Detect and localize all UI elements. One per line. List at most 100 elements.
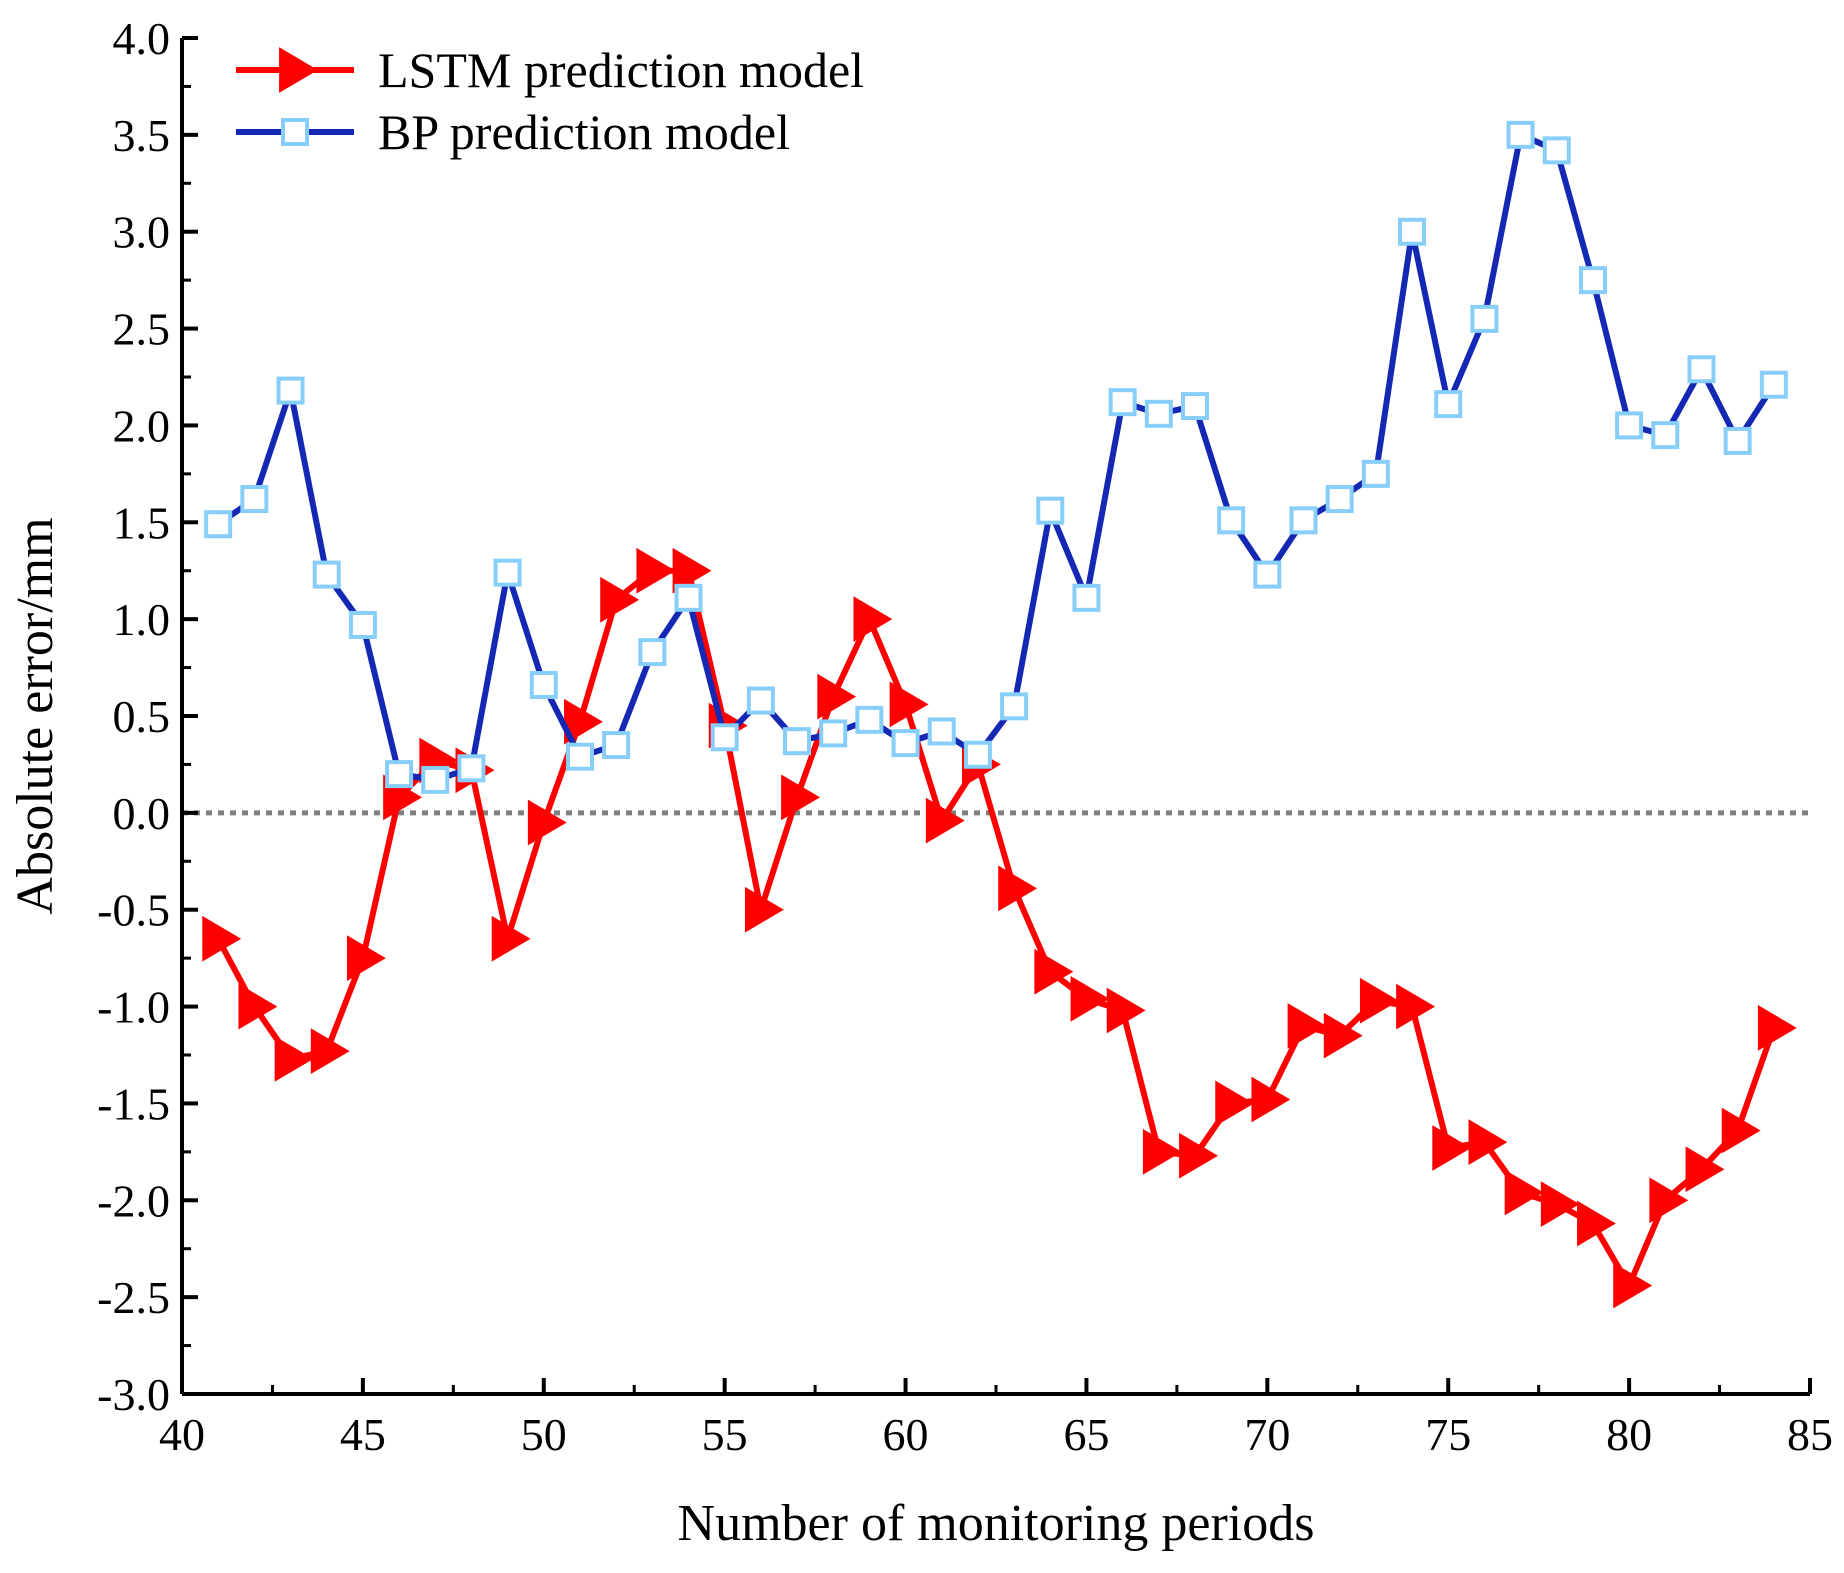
- data-point: [312, 560, 341, 589]
- data-point: [998, 865, 1038, 912]
- x-tick-label: 40: [159, 1409, 205, 1460]
- data-point: [346, 935, 386, 982]
- data-point: [1723, 426, 1752, 455]
- legend-entry: BP prediction model: [236, 104, 790, 160]
- data-point: [783, 727, 812, 756]
- axes: -3.0 -2.5 -2.0 -1.5 -1.0 -0.5 0.0 0.5 1.0 1.5 2.0 2…: [97, 13, 1833, 1460]
- x-tick-label: 60: [883, 1409, 929, 1460]
- data-point: [1651, 421, 1680, 450]
- y-tick-label: 2.5: [113, 304, 171, 355]
- legend-label: LSTM prediction model: [378, 42, 864, 98]
- series-layer: [202, 120, 1797, 1309]
- legend-marker: [281, 118, 309, 146]
- data-point: [963, 740, 992, 769]
- data-point: [1759, 370, 1788, 399]
- y-tick-label: -1.5: [97, 1078, 170, 1129]
- data-point: [1144, 399, 1173, 428]
- data-point: [1072, 583, 1101, 612]
- data-point: [1396, 983, 1436, 1030]
- data-point: [565, 742, 594, 771]
- y-tick-label: -0.5: [97, 885, 170, 936]
- data-point: [1361, 459, 1390, 488]
- data-point: [1685, 1146, 1725, 1193]
- x-tick-label: 65: [1063, 1409, 1109, 1460]
- y-tick-label: 3.0: [113, 207, 171, 258]
- data-point: [746, 686, 775, 715]
- data-point: [348, 610, 377, 639]
- data-point: [457, 754, 486, 783]
- data-point: [1506, 120, 1535, 149]
- data-point: [1542, 136, 1571, 165]
- data-point: [529, 671, 558, 700]
- data-point: [1106, 987, 1146, 1034]
- y-tick-label: 4.0: [113, 13, 171, 64]
- data-point: [817, 673, 857, 720]
- data-point: [1217, 506, 1246, 535]
- series-line: [215, 567, 1777, 1289]
- data-point: [1721, 1107, 1761, 1154]
- data-point: [1215, 1080, 1255, 1127]
- y-tick-label: 1.5: [113, 497, 171, 548]
- x-tick-label: 45: [340, 1409, 386, 1460]
- data-point: [1323, 1012, 1363, 1059]
- data-point: [674, 583, 703, 612]
- data-point: [202, 915, 242, 962]
- data-point: [891, 729, 920, 758]
- data-point: [1540, 1181, 1580, 1228]
- data-point: [493, 558, 522, 587]
- data-point: [1613, 1262, 1653, 1309]
- data-point: [1287, 1003, 1327, 1049]
- data-point: [1398, 217, 1427, 246]
- data-point: [889, 681, 929, 728]
- y-tick-label: 3.5: [113, 110, 171, 161]
- data-point: [927, 717, 956, 746]
- x-tick-label: 50: [521, 1409, 567, 1460]
- x-tick-label: 85: [1787, 1409, 1833, 1460]
- data-point: [1434, 390, 1463, 419]
- y-tick-label: -3.0: [97, 1369, 170, 1420]
- data-point: [240, 485, 269, 514]
- data-point: [1179, 1132, 1218, 1179]
- data-point: [1468, 1119, 1508, 1166]
- y-tick-label: 2.0: [113, 400, 171, 451]
- data-point: [1359, 977, 1399, 1024]
- y-tick-label: -2.0: [97, 1175, 170, 1226]
- data-point: [744, 886, 784, 933]
- data-point: [1757, 1005, 1797, 1051]
- data-point: [672, 547, 712, 594]
- data-point: [781, 774, 821, 821]
- y-tick-label: -1.0: [97, 982, 170, 1033]
- legend-label: BP prediction model: [378, 104, 790, 160]
- data-point: [1251, 1076, 1291, 1123]
- data-point: [1000, 692, 1029, 721]
- data-point: [276, 376, 305, 405]
- y-tick-label: 0.0: [113, 788, 171, 839]
- series-bp: [204, 120, 1788, 794]
- y-axis-title: Absolute error/mm: [7, 517, 64, 914]
- data-point: [1034, 948, 1074, 995]
- data-point: [1615, 411, 1644, 440]
- data-point: [1142, 1128, 1182, 1175]
- data-point: [238, 983, 278, 1030]
- x-tick-label: 55: [702, 1409, 748, 1460]
- data-point: [1687, 355, 1716, 384]
- data-point: [1180, 392, 1209, 421]
- data-point: [1325, 485, 1354, 514]
- data-point: [1504, 1169, 1544, 1216]
- data-point: [855, 705, 884, 734]
- data-point: [385, 760, 414, 789]
- data-point: [636, 547, 676, 594]
- data-point: [204, 510, 233, 539]
- data-point: [310, 1028, 350, 1074]
- series-lstm: [202, 547, 1797, 1309]
- x-axis-title: Number of monitoring periods: [678, 1495, 1315, 1552]
- data-point: [600, 576, 640, 623]
- data-point: [1578, 266, 1607, 295]
- data-point: [925, 797, 965, 844]
- data-point: [853, 596, 893, 643]
- data-point: [638, 638, 667, 667]
- x-tick-label: 80: [1606, 1409, 1652, 1460]
- y-tick-label: 0.5: [113, 691, 171, 742]
- data-point: [421, 765, 450, 794]
